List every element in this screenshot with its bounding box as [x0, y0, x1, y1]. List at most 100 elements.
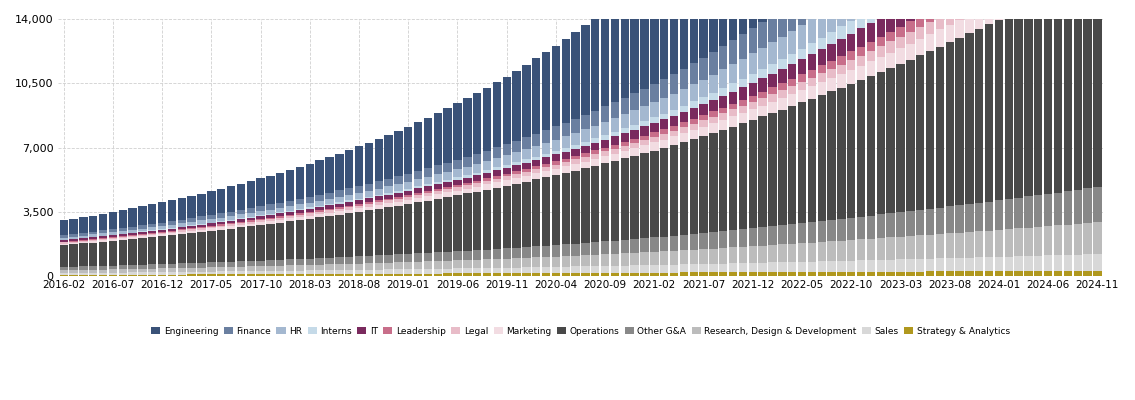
Bar	[109, 273, 117, 275]
Bar	[69, 275, 77, 276]
Bar	[316, 212, 323, 214]
Bar	[335, 274, 344, 276]
Bar	[385, 207, 393, 255]
Bar	[532, 174, 540, 180]
Bar	[532, 258, 540, 267]
Bar	[621, 114, 629, 128]
Bar	[788, 64, 797, 79]
Bar	[463, 167, 471, 175]
Bar	[118, 238, 127, 240]
Bar	[246, 226, 255, 261]
Bar	[335, 202, 344, 204]
Bar	[838, 261, 846, 272]
Bar	[699, 233, 708, 249]
Bar	[286, 218, 294, 221]
Bar	[326, 264, 334, 270]
Bar	[89, 239, 98, 240]
Bar	[364, 204, 373, 206]
Bar	[1015, 0, 1023, 10]
Bar	[847, 70, 856, 84]
Bar	[798, 102, 806, 223]
Bar	[187, 231, 196, 233]
Bar	[857, 15, 865, 28]
Bar	[257, 271, 264, 274]
Bar	[79, 233, 87, 236]
Bar	[838, 241, 846, 261]
Bar	[217, 230, 226, 262]
Bar	[364, 191, 373, 197]
Bar	[906, 236, 915, 259]
Bar	[503, 176, 511, 180]
Bar	[975, 271, 983, 276]
Bar	[276, 260, 285, 266]
Bar	[817, 73, 826, 82]
Bar	[729, 263, 738, 272]
Bar	[916, 259, 924, 272]
Bar	[541, 154, 550, 157]
Bar	[847, 84, 856, 218]
Bar	[414, 171, 422, 179]
Bar	[394, 274, 403, 276]
Bar	[591, 150, 599, 154]
Bar	[345, 207, 353, 210]
Bar	[720, 0, 728, 46]
Bar	[661, 120, 669, 129]
Bar	[1063, 191, 1073, 224]
Bar	[208, 231, 216, 262]
Bar	[552, 46, 560, 126]
Bar	[916, 210, 924, 236]
Bar	[434, 194, 442, 199]
Bar	[444, 274, 452, 276]
Bar	[768, 87, 776, 94]
Bar	[482, 184, 491, 190]
Bar	[493, 168, 501, 170]
Bar	[886, 260, 894, 272]
Bar	[827, 61, 835, 69]
Bar	[541, 52, 550, 130]
Bar	[364, 184, 373, 191]
Bar	[581, 157, 590, 162]
Bar	[817, 242, 826, 261]
Bar	[562, 267, 570, 273]
Bar	[434, 174, 442, 182]
Bar	[394, 197, 403, 199]
Bar	[739, 263, 747, 272]
Bar	[208, 262, 216, 267]
Bar	[897, 260, 905, 272]
Bar	[493, 182, 501, 188]
Bar	[246, 208, 255, 213]
Bar	[355, 193, 363, 199]
Bar	[227, 220, 235, 221]
Bar	[1034, 271, 1042, 276]
Bar	[571, 164, 580, 170]
Bar	[935, 5, 944, 17]
Bar	[59, 245, 68, 267]
Bar	[720, 130, 728, 231]
Bar	[453, 185, 462, 187]
Bar	[187, 263, 196, 268]
Bar	[286, 271, 294, 274]
Bar	[798, 48, 806, 59]
Bar	[798, 262, 806, 272]
Bar	[208, 272, 216, 274]
Bar	[316, 195, 323, 201]
Bar	[227, 262, 235, 267]
Bar	[69, 242, 77, 243]
Bar	[827, 44, 835, 61]
Bar	[945, 42, 953, 206]
Bar	[670, 145, 679, 236]
Bar	[128, 227, 137, 230]
Bar	[867, 260, 875, 272]
Bar	[650, 137, 658, 142]
Bar	[89, 241, 98, 242]
Bar	[276, 266, 285, 271]
Bar	[503, 165, 511, 168]
Bar	[118, 240, 127, 265]
Bar	[729, 248, 738, 263]
Bar	[640, 136, 649, 140]
Bar	[227, 186, 235, 212]
Bar	[640, 265, 649, 273]
Bar	[670, 251, 679, 265]
Bar	[876, 46, 885, 57]
Bar	[148, 230, 157, 231]
